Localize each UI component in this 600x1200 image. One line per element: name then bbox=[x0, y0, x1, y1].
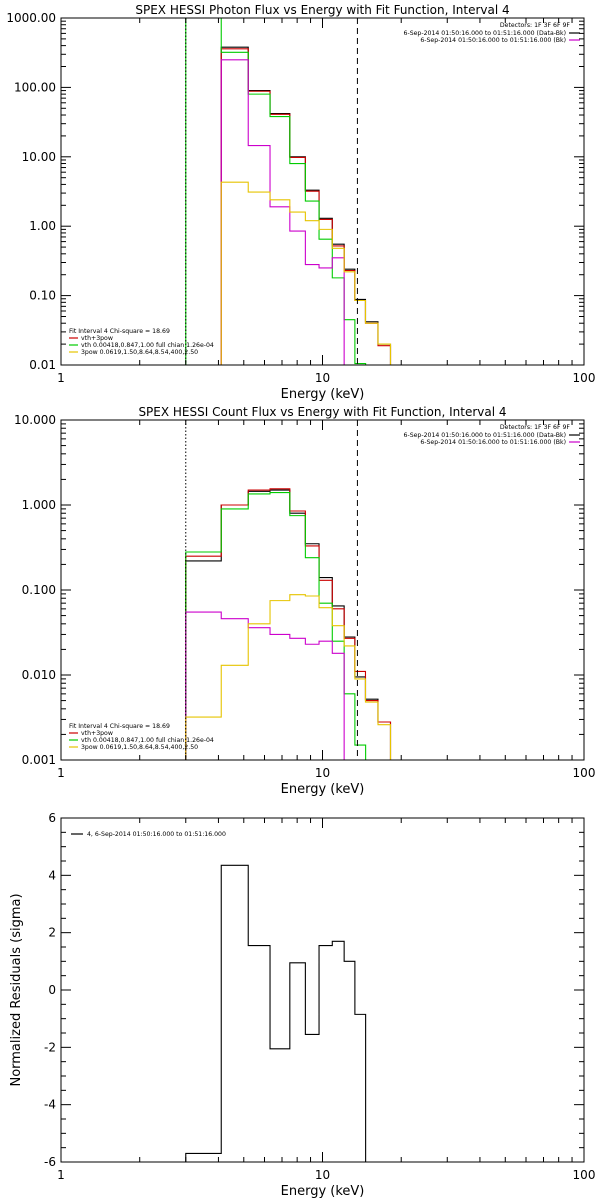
legend-entry-label: 6-Sep-2014 01:50:16.000 to 01:51:16.000 … bbox=[420, 37, 566, 44]
series-bk-line bbox=[220, 59, 345, 365]
y-tick-label: 6 bbox=[48, 811, 56, 825]
y-tick-label: 10.00 bbox=[22, 150, 56, 164]
y-tick-label: -2 bbox=[44, 1040, 56, 1054]
series-residuals-line bbox=[185, 864, 367, 1162]
x-tick-label: 1 bbox=[57, 371, 65, 385]
y-tick-label: 1.00 bbox=[29, 219, 56, 233]
y-tick-label: 0.01 bbox=[29, 358, 56, 372]
fit-legend-entry-label: vth 0.00418,0.847,1.00 full chian 1.26e-… bbox=[81, 342, 214, 349]
plot-frame bbox=[60, 419, 585, 761]
x-tick-label: 10 bbox=[315, 371, 330, 385]
legend-entry-label: 6-Sep-2014 01:50:16.000 to 01:51:16.000 … bbox=[420, 439, 566, 446]
chart-title: SPEX HESSI Photon Flux vs Energy with Fi… bbox=[135, 3, 509, 17]
y-tick-label: -6 bbox=[44, 1155, 56, 1169]
y-tick-label: 0.010 bbox=[22, 668, 56, 682]
x-tick-label: 100 bbox=[573, 371, 596, 385]
fit-legend-header: Fit Interval 4 Chi-square = 18.69 bbox=[69, 723, 170, 730]
series-group bbox=[185, 18, 392, 365]
series-bk-line bbox=[185, 611, 345, 760]
series-group bbox=[185, 864, 367, 1162]
y-tick-label: 1000.00 bbox=[6, 11, 56, 25]
y-tick-label: 0 bbox=[48, 983, 56, 997]
x-tick-label: 100 bbox=[573, 766, 596, 780]
series-3pow-line bbox=[185, 594, 392, 760]
count-flux-panel: SPEX HESSI Count Flux vs Energy with Fit… bbox=[14, 405, 595, 797]
legend-header: Detectors: 1F 3F 6F 9F bbox=[500, 22, 571, 29]
y-axis-label: Normalized Residuals (sigma) bbox=[9, 893, 24, 1086]
fit-legend-entry-label: 3pow 0.0619,1.50,8.64,8.54,400,2.50 bbox=[81, 349, 198, 356]
x-tick-label: 10 bbox=[315, 1168, 330, 1182]
y-tick-label: 1.000 bbox=[22, 498, 56, 512]
x-tick-label: 1 bbox=[57, 766, 65, 780]
series-vth-line bbox=[185, 18, 367, 365]
series-vth-3pow-line bbox=[220, 48, 392, 365]
x-axis-label: Energy (keV) bbox=[281, 1184, 365, 1199]
y-tick-label: 100.00 bbox=[14, 80, 56, 94]
x-axis-label: Energy (keV) bbox=[281, 387, 365, 402]
plot-frame bbox=[60, 817, 585, 1163]
fit-legend-entry-label: 3pow 0.0619,1.50,8.64,8.54,400,2.50 bbox=[81, 744, 198, 751]
fit-legend-header: Fit Interval 4 Chi-square = 18.69 bbox=[69, 328, 170, 335]
y-tick-label: -4 bbox=[44, 1098, 56, 1112]
series-data-bk-line bbox=[220, 46, 392, 365]
x-tick-label: 10 bbox=[315, 766, 330, 780]
residuals-panel: 1 10 100 -6 -4 -2 0 2 4 6 Energy (keV) Normalized R… bbox=[9, 811, 595, 1199]
legend-entry-label: 6-Sep-2014 01:50:16.000 to 01:51:16.000 … bbox=[404, 432, 566, 439]
x-tick-label: 100 bbox=[573, 1168, 596, 1182]
legend-entry-label: 6-Sep-2014 01:50:16.000 to 01:51:16.000 … bbox=[404, 30, 566, 37]
series-vth-line bbox=[185, 492, 367, 760]
fit-legend-entry-label: vth+3pow bbox=[81, 730, 113, 737]
photon-flux-panel: SPEX HESSI Photon Flux vs Energy with Fi… bbox=[6, 3, 596, 402]
series-3pow-line bbox=[220, 181, 392, 365]
y-tick-label: 0.10 bbox=[29, 289, 56, 303]
legend-header: Detectors: 1F 3F 6F 9F bbox=[500, 424, 571, 431]
chart-title: SPEX HESSI Count Flux vs Energy with Fit… bbox=[138, 405, 506, 419]
y-tick-label: 0.001 bbox=[22, 753, 56, 767]
y-tick-label: 0.100 bbox=[22, 583, 56, 597]
x-axis-label: Energy (keV) bbox=[281, 782, 365, 797]
legend-entry-label: 4, 6-Sep-2014 01:50:16.000 to 01:51:16.0… bbox=[87, 831, 226, 838]
series-group bbox=[185, 488, 392, 760]
x-tick-label: 1 bbox=[57, 1168, 65, 1182]
y-tick-label: 2 bbox=[48, 926, 56, 940]
y-tick-label: 10.000 bbox=[14, 413, 56, 427]
fit-legend-entry-label: vth+3pow bbox=[81, 335, 113, 342]
fit-legend-entry-label: vth 0.00418,0.847,1.00 full chian 1.26e-… bbox=[81, 737, 214, 744]
y-tick-label: 4 bbox=[48, 868, 56, 882]
plot-frame bbox=[60, 17, 585, 366]
